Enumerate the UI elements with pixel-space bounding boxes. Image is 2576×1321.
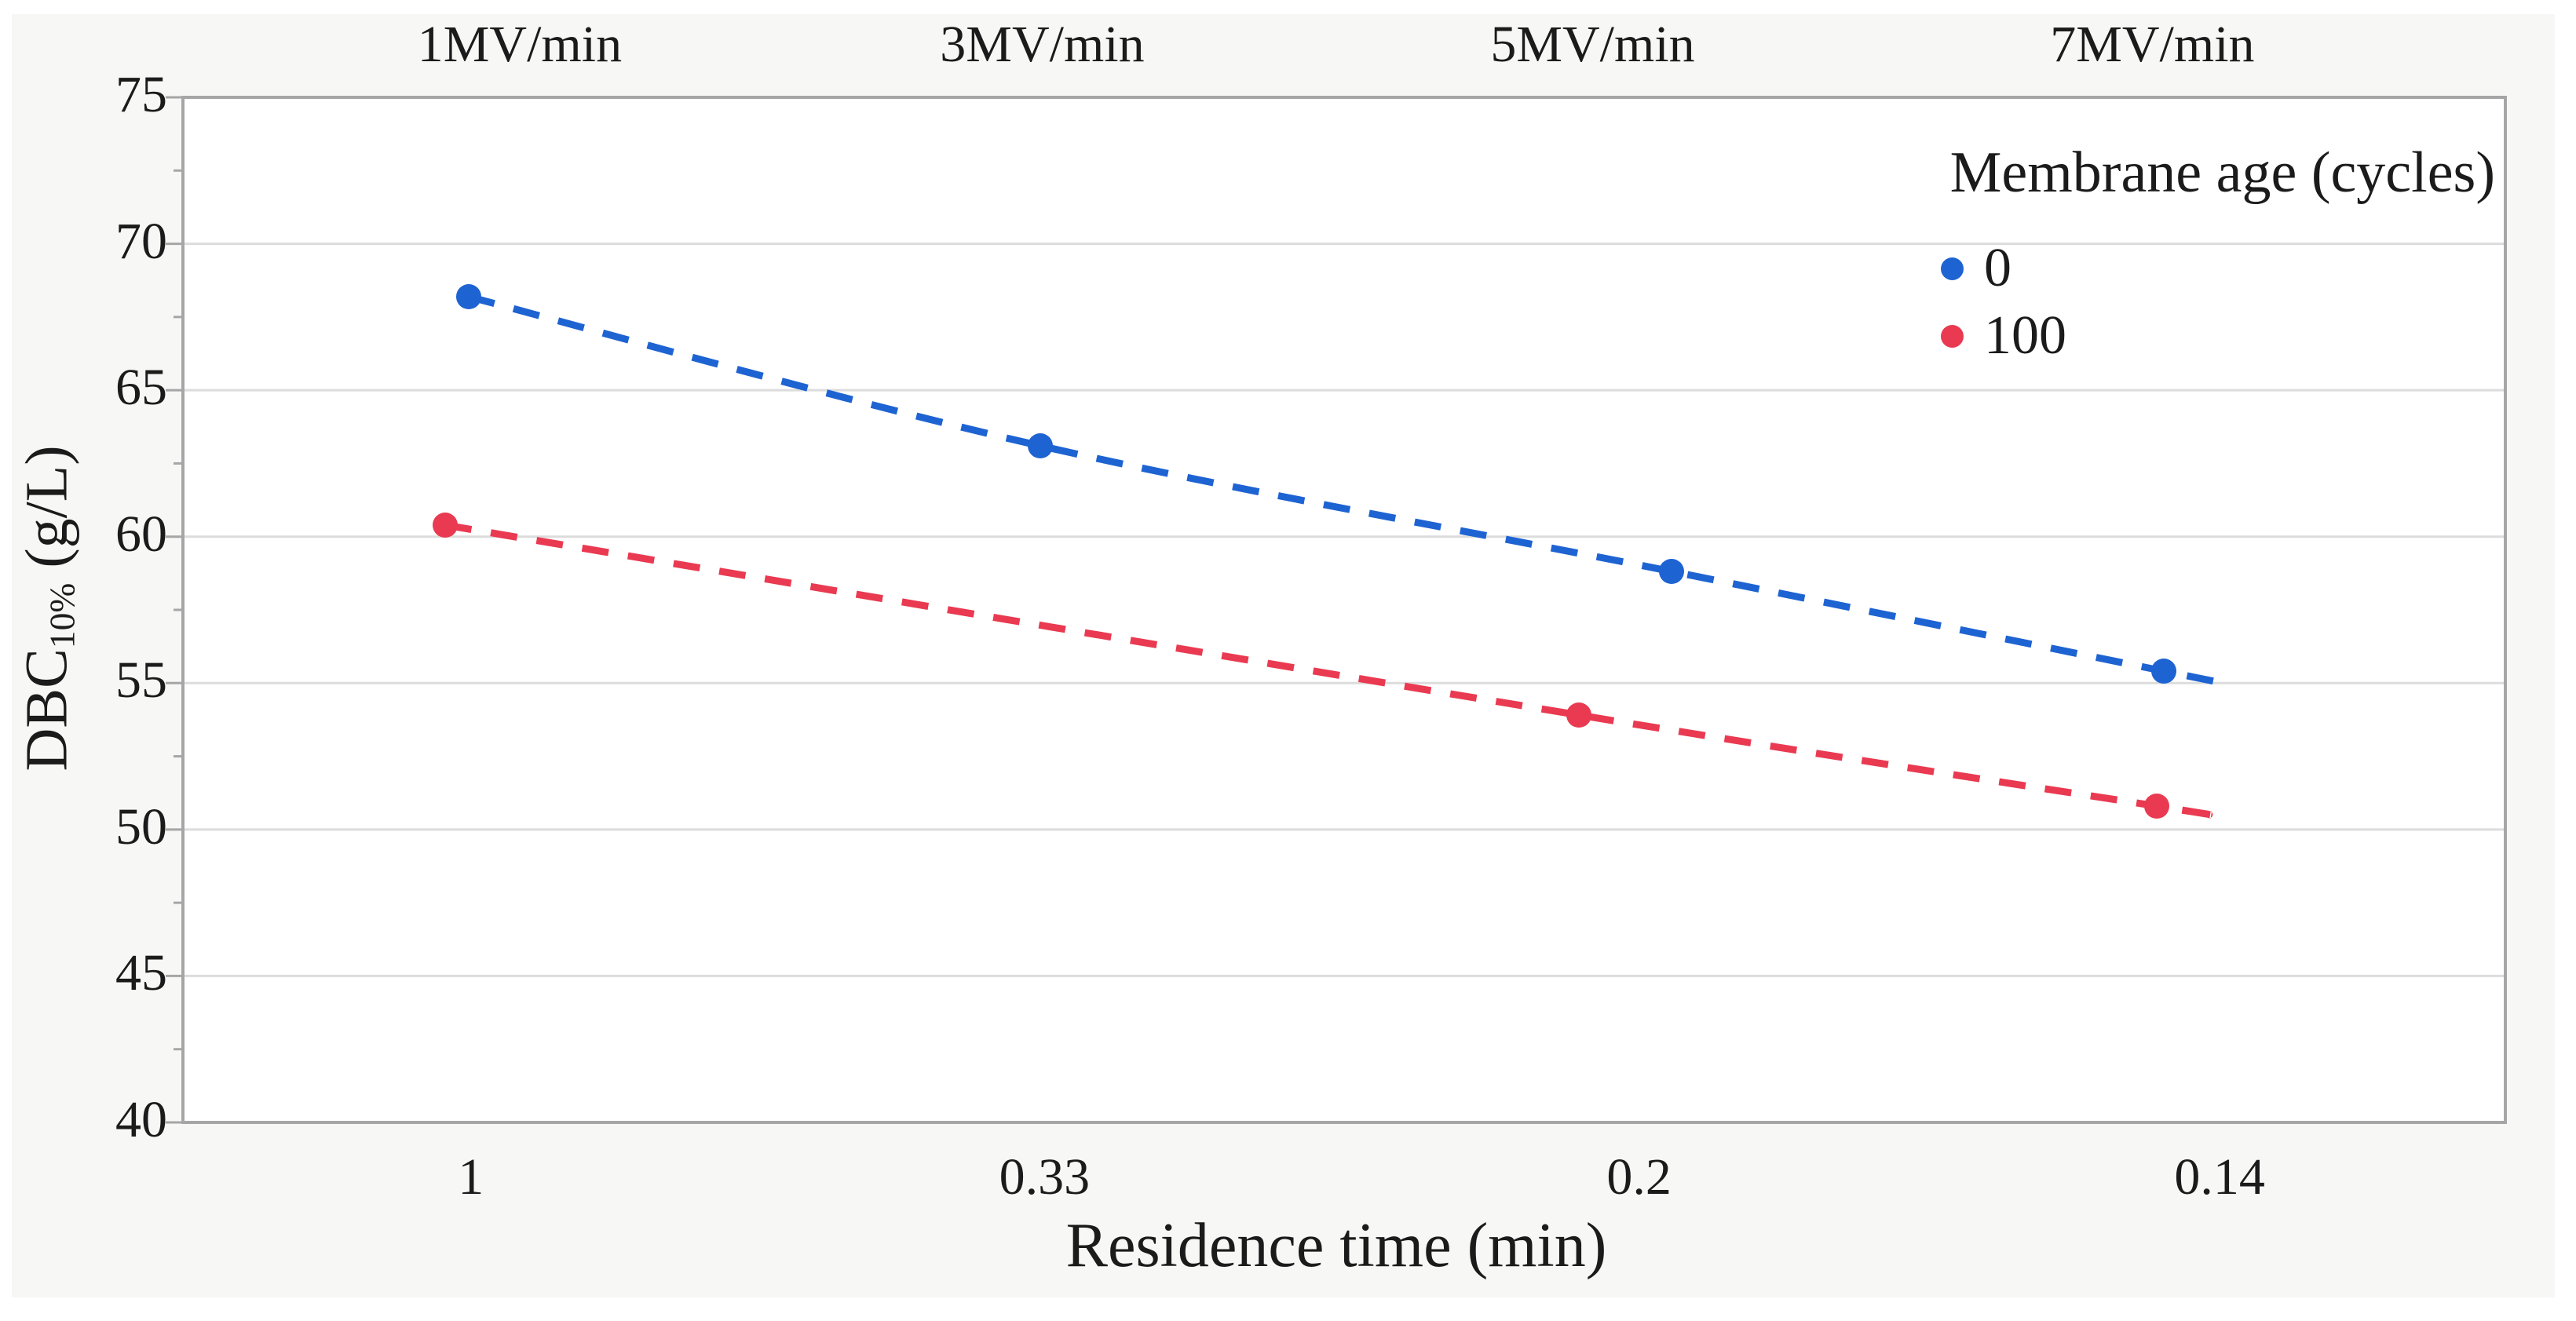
y-tick-label: 70	[115, 212, 167, 270]
y-tick-label: 55	[115, 651, 167, 710]
y-axis-title-prefix: DBC	[13, 648, 80, 772]
legend-item-label: 0	[1984, 238, 2011, 298]
legend-marker-icon	[1941, 257, 1964, 280]
y-tick-label: 40	[115, 1091, 167, 1148]
y-axis-title: DBC10% (g/L)	[13, 445, 82, 772]
top-axis-label: 1MV/min	[417, 16, 623, 73]
x-tick-label: 0.33	[999, 1148, 1091, 1206]
y-tick-label: 50	[115, 797, 167, 856]
x-tick-label: 0.14	[2174, 1148, 2265, 1206]
y-tick-label: 60	[115, 505, 167, 563]
legend-item-label: 100	[1984, 305, 2066, 366]
top-axis-label: 3MV/min	[940, 16, 1145, 73]
y-axis-title-unit: (g/L)	[13, 445, 80, 583]
x-tick-label: 0.2	[1606, 1148, 1672, 1206]
y-tick-label: 45	[115, 944, 167, 1002]
y-tick-label: 75	[115, 66, 167, 123]
y-axis-title-subscript: 10%	[42, 582, 82, 649]
legend-item-0[interactable]: 0	[1941, 241, 2011, 296]
legend-marker-icon	[1941, 324, 1964, 348]
legend-item-100[interactable]: 100	[1941, 308, 2066, 363]
x-tick-label: 1	[458, 1148, 484, 1206]
legend-title: Membrane age (cycles)	[1949, 140, 2495, 205]
top-axis-label: 5MV/min	[1490, 16, 1695, 73]
top-axis-label: 7MV/min	[2050, 16, 2255, 73]
x-axis-title: Residence time (min)	[1065, 1211, 1607, 1280]
y-tick-label: 65	[115, 359, 167, 417]
